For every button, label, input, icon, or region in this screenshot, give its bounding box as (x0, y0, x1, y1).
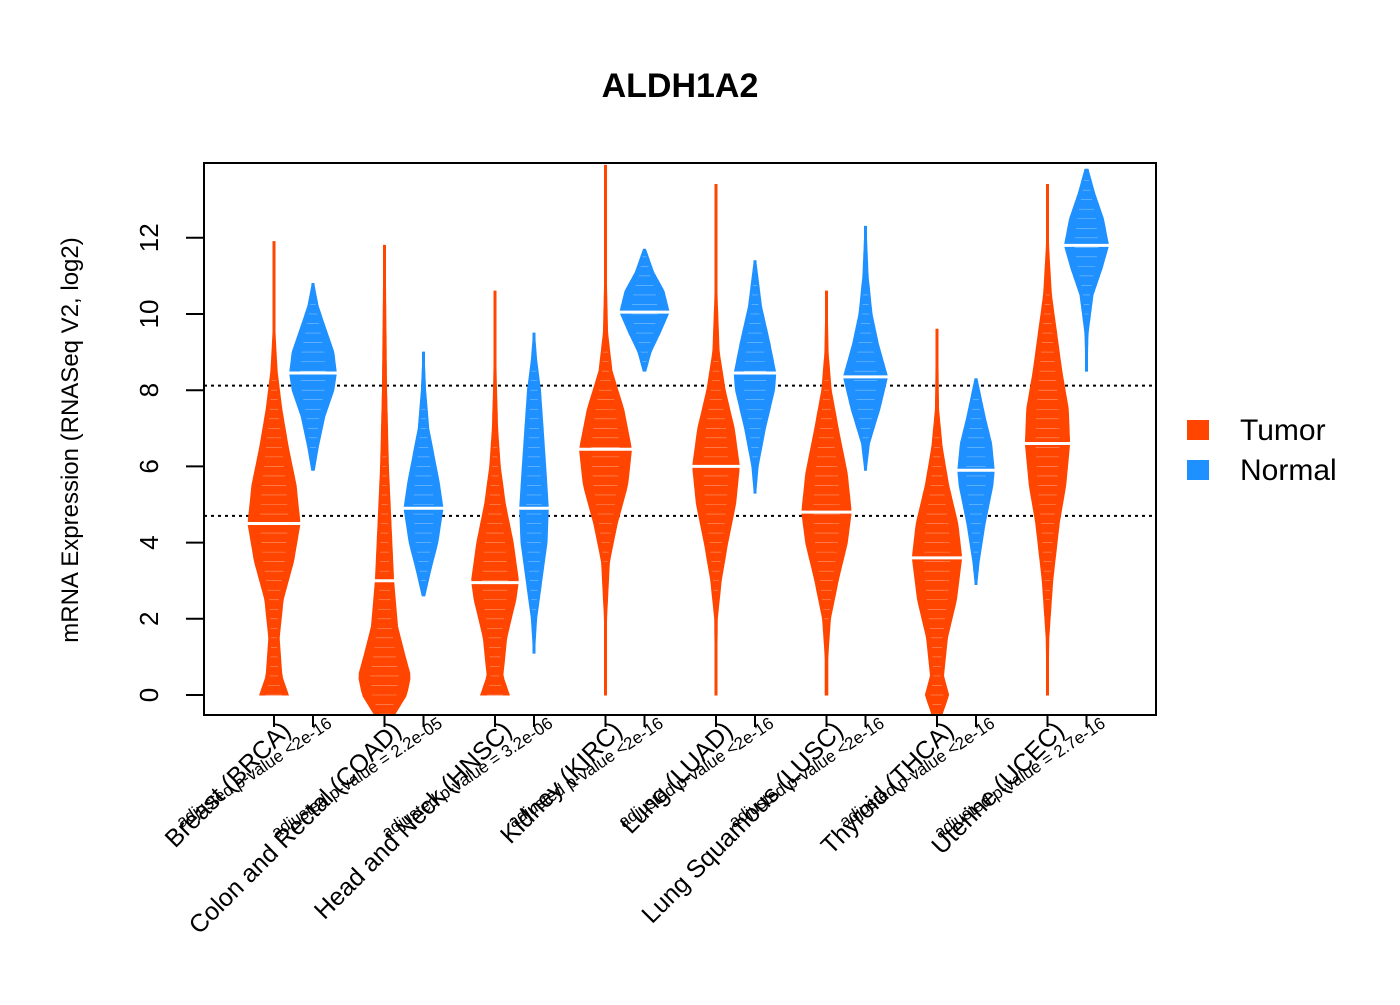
legend-swatch-tumor (1187, 420, 1209, 440)
normal-violin-2-body (403, 351, 444, 597)
y-tick-label-12: 12 (134, 223, 164, 252)
tumor-violin-3-body (471, 290, 519, 696)
plot-frame (203, 162, 1157, 716)
violins (244, 164, 1113, 715)
normal-violin-1 (285, 283, 341, 471)
tumor-violin-7 (908, 328, 966, 715)
legend-label-normal: Normal (1240, 454, 1337, 487)
tumor-violin-1-body (247, 241, 301, 696)
x-axis: Breast (BRCA)adjusted p-value <2e-16Colo… (160, 714, 1109, 940)
normal-violin-5 (730, 260, 780, 494)
y-tick-label-0: 0 (134, 688, 164, 702)
y-axis: 0 2 4 6 8 10 12 (134, 223, 204, 702)
normal-violin-4 (615, 248, 674, 372)
tumor-violin-4-body (579, 164, 632, 696)
tumor-violin-1 (244, 241, 304, 696)
normal-violin-4-body (619, 248, 670, 372)
legend-swatch-normal (1187, 460, 1209, 480)
normal-violin-6 (839, 225, 892, 471)
tumor-violin-6-body (801, 290, 852, 696)
normal-violin-7-body (957, 378, 995, 585)
y-axis-label: mRNA Expression (RNASeq V2, log2) (57, 237, 84, 643)
normal-violin-5-body (733, 260, 777, 494)
reference-lines (204, 384, 1156, 517)
normal-violin-3 (515, 332, 553, 654)
y-tick-label-10: 10 (134, 300, 164, 329)
tumor-violin-8 (1021, 184, 1074, 696)
y-tick-label-8: 8 (134, 383, 164, 397)
normal-violin-3-body (519, 332, 549, 654)
tumor-violin-2-body (358, 244, 411, 715)
normal-violin-8 (1060, 168, 1113, 372)
chart-title: ALDH1A2 (602, 67, 759, 105)
normal-violin-8-body (1063, 168, 1110, 372)
legend-label-tumor: Tumor (1240, 414, 1326, 447)
tumor-violin-8-body (1024, 184, 1071, 696)
tumor-violin-3 (467, 290, 523, 696)
normal-violin-7 (953, 378, 999, 585)
tumor-violin-5 (688, 184, 744, 696)
tumor-violin-7-body (912, 328, 962, 715)
normal-violin-1-body (289, 283, 337, 471)
tumor-violin-5-body (692, 184, 740, 696)
normal-violin-2 (400, 351, 447, 597)
normal-violin-6-body (843, 225, 888, 471)
y-tick-label-4: 4 (134, 535, 164, 549)
tumor-violin-4 (575, 164, 636, 696)
legend: Tumor Normal (1187, 414, 1337, 487)
tumor-violin-6 (797, 290, 856, 696)
y-tick-label-6: 6 (134, 459, 164, 473)
y-tick-label-2: 2 (134, 612, 164, 626)
tumor-violin-2 (358, 244, 411, 715)
